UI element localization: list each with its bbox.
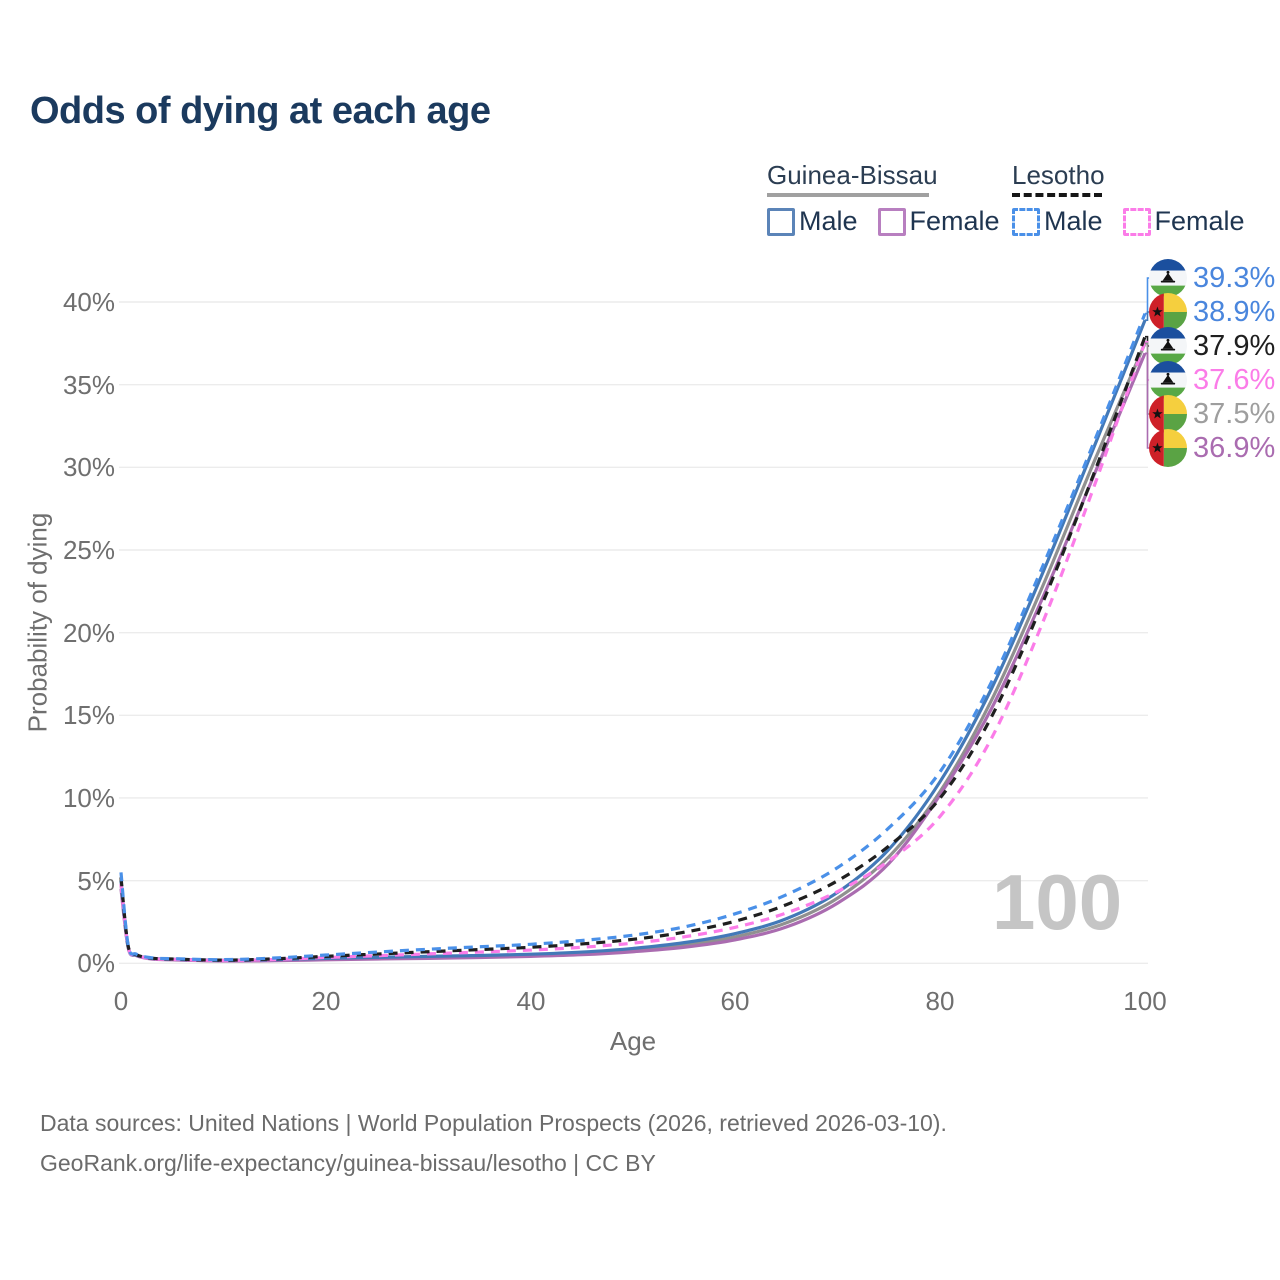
- lesotho-flag-icon: [1149, 259, 1187, 297]
- legend-item-ls-male[interactable]: Male: [1012, 206, 1103, 237]
- legend-guinea-bissau: Guinea-Bissau Male Female: [767, 160, 1000, 237]
- guinea-bissau-flag-icon: [1149, 293, 1187, 331]
- legend-item-gb-male[interactable]: Male: [767, 206, 858, 237]
- lesotho-flag-icon: [1149, 327, 1187, 365]
- gb-male-label: Male: [799, 206, 858, 236]
- x-tick-40: 40: [516, 986, 546, 1016]
- x-tick-0: 0: [113, 986, 129, 1016]
- x-tick-80: 80: [925, 986, 955, 1016]
- x-tick-60: 60: [720, 986, 750, 1016]
- end-value: 37.9%: [1193, 330, 1276, 362]
- gb-female-checkbox[interactable]: [877, 207, 906, 236]
- attribution-line[interactable]: GeoRank.org/life-expectancy/guinea-bissa…: [40, 1150, 656, 1176]
- label-connector: [1145, 352, 1150, 449]
- x-tick-20: 20: [311, 986, 341, 1016]
- y-tick-40: 40%: [62, 287, 115, 317]
- y-tick-0: 0%: [77, 948, 115, 978]
- lesotho-line-sample: [1012, 193, 1102, 197]
- end-label-lesotho-male: 39.3%: [1149, 259, 1275, 297]
- y-tick-20: 20%: [62, 618, 115, 648]
- series-line-lesotho-male: [119, 312, 1147, 962]
- y-tick-5: 5%: [77, 866, 115, 896]
- guinea-bissau-line-sample: [767, 193, 929, 197]
- legend-lesotho: Lesotho Male Female: [1012, 160, 1245, 237]
- gb-female-label: Female: [909, 206, 1000, 236]
- legend-item-ls-female[interactable]: Female: [1122, 206, 1245, 237]
- series-line-lesotho-both-sexes: [119, 336, 1147, 962]
- end-label-gb-both: 37.5%: [1149, 395, 1275, 433]
- ls-male-label: Male: [1044, 206, 1103, 236]
- end-value: 39.3%: [1193, 262, 1276, 294]
- y-tick-15: 15%: [62, 700, 115, 730]
- y-tick-30: 30%: [62, 452, 115, 482]
- end-label-gb-female: 36.9%: [1149, 429, 1275, 467]
- gb-male-checkbox[interactable]: [767, 207, 795, 236]
- legend-guinea-bissau-header: Guinea-Bissau: [767, 160, 938, 190]
- legend-lesotho-header: Lesotho: [1012, 160, 1105, 190]
- age-watermark: 100: [992, 858, 1123, 946]
- label-connector: [1145, 311, 1150, 321]
- data-sources-line: Data sources: United Nations | World Pop…: [40, 1110, 947, 1136]
- x-axis-title: Age: [609, 1026, 657, 1056]
- page-title: Odds of dying at each age: [30, 90, 491, 132]
- y-tick-25: 25%: [62, 535, 115, 565]
- end-label-lesotho-both: 37.9%: [1149, 327, 1275, 365]
- y-tick-10: 10%: [62, 783, 115, 813]
- guinea-bissau-flag-icon: [1149, 395, 1187, 433]
- ls-female-checkbox[interactable]: [1122, 207, 1151, 236]
- end-value: 36.9%: [1193, 432, 1276, 464]
- end-label-lesotho-female: 37.6%: [1149, 361, 1275, 399]
- guinea-bissau-flag-icon: [1149, 429, 1187, 467]
- ls-female-label: Female: [1154, 206, 1245, 236]
- legend-item-gb-female[interactable]: Female: [877, 206, 1000, 237]
- label-connector: [1145, 277, 1150, 315]
- end-label-gb-male: 38.9%: [1149, 293, 1275, 331]
- y-axis-title: Probability of dying: [22, 512, 53, 733]
- x-tick-100: 100: [1123, 986, 1167, 1016]
- end-value: 37.6%: [1193, 364, 1276, 396]
- y-tick-35: 35%: [62, 370, 115, 400]
- lesotho-flag-icon: [1149, 361, 1187, 399]
- end-value: 38.9%: [1193, 296, 1276, 328]
- ls-male-checkbox[interactable]: [1012, 207, 1040, 236]
- end-value: 37.5%: [1193, 398, 1276, 430]
